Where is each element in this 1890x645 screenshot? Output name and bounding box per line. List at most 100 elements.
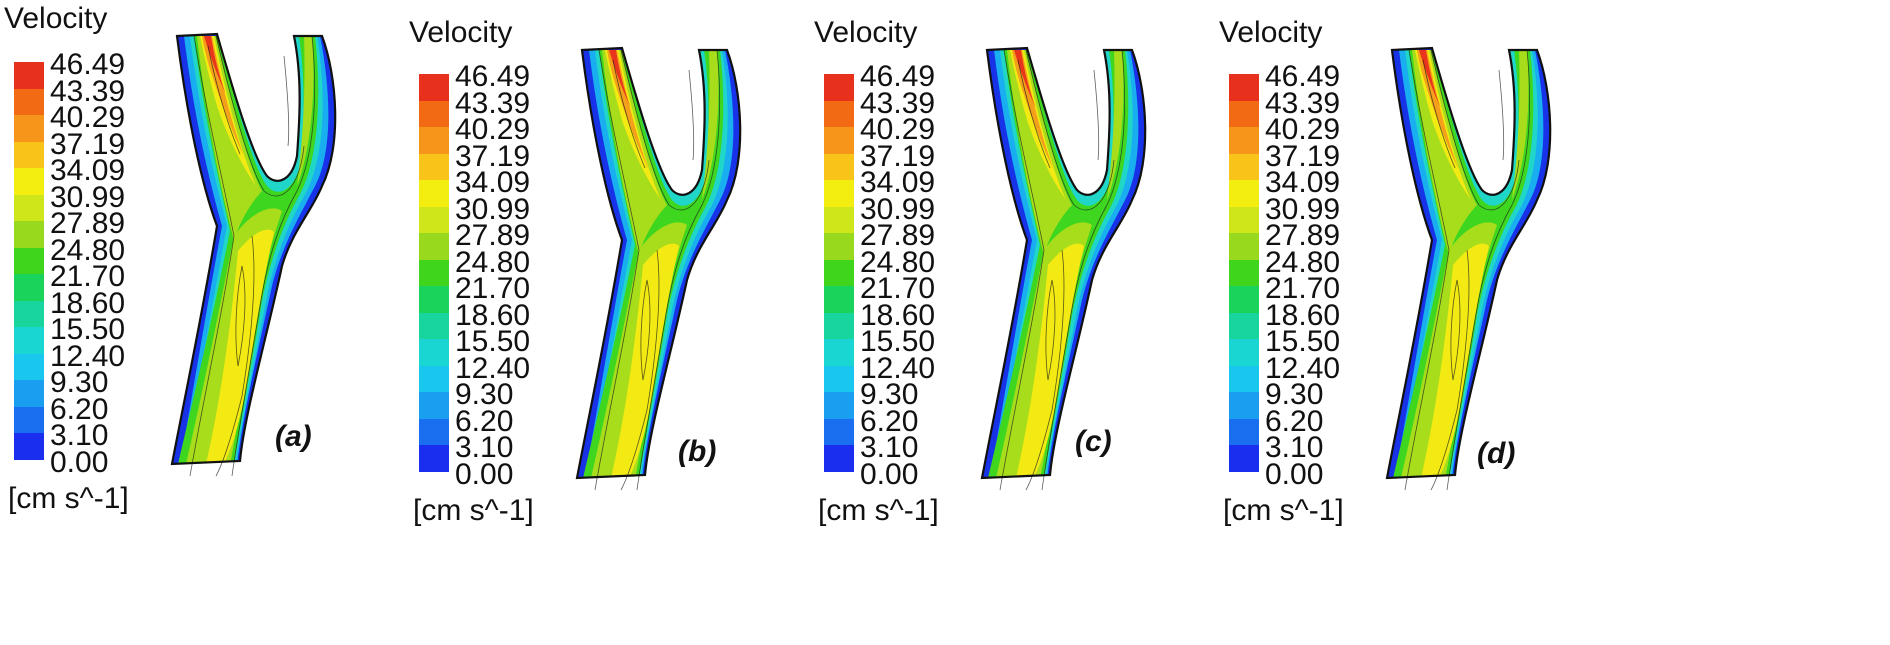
legend-tick-label: 37.19: [860, 139, 936, 173]
legend-tick-label: 0.00: [1265, 457, 1324, 491]
contour-line: [1025, 249, 1065, 491]
legend-tick-label: 24.80: [455, 245, 531, 279]
legend-swatch: [1229, 365, 1259, 393]
legend-swatch: [419, 127, 449, 154]
legend-tick-label: 46.49: [50, 48, 126, 81]
legend-color-bar: [1229, 74, 1259, 472]
legend-tick-label: 15.50: [50, 313, 126, 346]
band-yellow-lower: [1012, 243, 1084, 478]
legend-swatch: [14, 433, 44, 460]
legend-swatch: [419, 74, 449, 101]
legend-swatch: [1229, 445, 1259, 472]
band-red: [1014, 50, 1037, 110]
band-red: [204, 36, 227, 96]
legend-swatch: [14, 327, 44, 354]
legend-swatch: [419, 365, 449, 393]
legend-tick-label: 0.00: [50, 445, 109, 479]
legend-swatch: [419, 233, 449, 260]
vessel-outline: [980, 46, 1147, 480]
legend-title: Velocity: [409, 16, 513, 49]
legend-swatch: [419, 392, 449, 419]
legend-tick-label: 34.09: [860, 166, 936, 199]
vessel-contour-plot: [1385, 46, 1552, 491]
legend-swatch: [14, 274, 44, 301]
legend-tick-label: 18.60: [860, 298, 936, 332]
legend-tick-label: 6.20: [50, 392, 109, 426]
contour-line: [612, 59, 646, 169]
legend-unit: [cm s^-1]: [1223, 493, 1344, 527]
legend-tick-label: 27.89: [1265, 219, 1341, 252]
legend-tick-label: 43.39: [455, 86, 531, 120]
legend-swatch: [1229, 312, 1259, 340]
contour-line: [1025, 49, 1115, 211]
legend-swatch: [824, 180, 854, 207]
legend-tick-label: 15.50: [1265, 325, 1341, 358]
legend-tick-label: 30.99: [455, 192, 531, 226]
legend-tick-label: 3.10: [1265, 431, 1324, 464]
contour-line: [1041, 49, 1126, 491]
legend-tick-label: 12.40: [1265, 351, 1341, 385]
contour-line: [215, 235, 255, 477]
contour-line: [636, 49, 721, 491]
band-lime-right: [297, 36, 314, 186]
vessel-outline: [170, 32, 337, 466]
legend-tick-label: 30.99: [50, 180, 126, 214]
legend-tick-label: 18.60: [455, 298, 531, 332]
legend-tick-label: 3.10: [50, 419, 109, 452]
legend-tick-label: 6.20: [455, 404, 514, 438]
legend-tick-label: 18.60: [50, 286, 126, 320]
legend-tick-label: 43.39: [1265, 86, 1341, 120]
legend-tick-label: 15.50: [860, 325, 936, 358]
band-lime-right: [702, 50, 719, 200]
legend-color-bar: [824, 74, 854, 472]
legend-tick-label: 9.30: [860, 378, 919, 411]
legend-swatch: [14, 168, 44, 195]
contour-line: [1017, 59, 1051, 169]
band-lime-right: [1107, 50, 1124, 200]
legend-swatch: [1229, 339, 1259, 366]
legend-unit: [cm s^-1]: [8, 481, 129, 515]
legend-swatch: [1229, 153, 1259, 181]
legend-tick-label: 46.49: [1265, 60, 1341, 93]
legend-tick-label: 18.60: [1265, 298, 1341, 332]
legend-swatch: [1229, 233, 1259, 260]
contour-line: [1404, 49, 1450, 491]
contour-line: [1430, 49, 1520, 211]
legend-tick-label: 34.09: [50, 154, 126, 187]
legend-tick-label: 24.80: [1265, 245, 1341, 279]
legend-swatch: [419, 339, 449, 366]
legend-tick-label: 0.00: [455, 457, 514, 491]
contour-line: [283, 55, 290, 147]
contour-panel: Velocity 46.49 43.39 40.29 37.19 34.09 30.99 27…: [405, 0, 895, 645]
band-red: [609, 50, 632, 110]
legend-swatch: [419, 418, 449, 446]
legend-swatch: [14, 353, 44, 381]
legend-tick-label: 21.70: [50, 260, 126, 293]
legend-title: Velocity: [4, 2, 108, 35]
legend-swatch: [824, 259, 854, 287]
band-yellow-lower: [202, 229, 274, 464]
legend-tick-label: 40.29: [860, 113, 936, 146]
contour-line: [640, 279, 651, 381]
panel-label: (a): [275, 420, 312, 453]
legend-tick-label: 3.10: [860, 431, 919, 464]
contour-line: [189, 35, 235, 477]
vessel-contour-plot: [170, 32, 337, 477]
legend-tick-label: 37.19: [50, 127, 126, 161]
legend-swatch: [824, 100, 854, 128]
legend-unit: [cm s^-1]: [413, 493, 534, 527]
band-red: [1419, 50, 1442, 110]
legend-tick-label: 9.30: [50, 366, 109, 399]
legend-tick-label: 6.20: [1265, 404, 1324, 438]
legend-swatch: [14, 380, 44, 407]
contour-line: [1422, 59, 1456, 169]
legend-tick-label: 27.89: [50, 207, 126, 240]
legend-tick-label: 21.70: [1265, 272, 1341, 305]
legend-unit: [cm s^-1]: [818, 493, 939, 527]
legend-swatch: [14, 300, 44, 328]
legend-tick-label: 43.39: [50, 74, 126, 108]
contour-line: [235, 265, 246, 367]
legend-swatch: [824, 206, 854, 234]
vessel-outline: [575, 46, 742, 480]
legend-tick-label: 43.39: [860, 86, 936, 120]
